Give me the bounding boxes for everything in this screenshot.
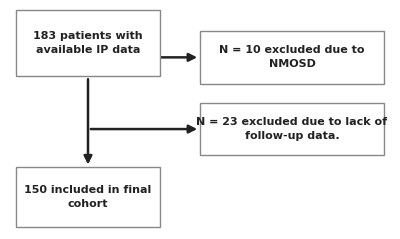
Text: N = 23 excluded due to lack of
follow-up data.: N = 23 excluded due to lack of follow-up…: [196, 117, 388, 141]
FancyBboxPatch shape: [200, 31, 384, 84]
FancyBboxPatch shape: [16, 10, 160, 76]
FancyBboxPatch shape: [16, 167, 160, 227]
Text: N = 10 excluded due to
NMOSD: N = 10 excluded due to NMOSD: [219, 45, 365, 69]
FancyBboxPatch shape: [200, 103, 384, 155]
Text: 150 included in final
cohort: 150 included in final cohort: [24, 185, 152, 209]
Text: 183 patients with
available IP data: 183 patients with available IP data: [33, 31, 143, 55]
